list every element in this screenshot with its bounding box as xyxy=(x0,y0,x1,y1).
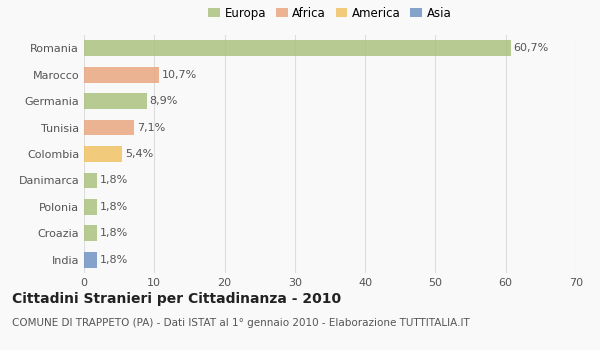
Bar xyxy=(84,40,511,56)
Bar xyxy=(84,199,97,215)
Bar xyxy=(84,252,97,268)
Text: 1,8%: 1,8% xyxy=(100,228,128,238)
Text: Cittadini Stranieri per Cittadinanza - 2010: Cittadini Stranieri per Cittadinanza - 2… xyxy=(12,292,341,306)
Bar xyxy=(84,67,159,83)
Bar xyxy=(84,225,97,241)
Bar xyxy=(84,173,97,188)
Text: 1,8%: 1,8% xyxy=(100,175,128,186)
Text: 1,8%: 1,8% xyxy=(100,255,128,265)
Text: 10,7%: 10,7% xyxy=(162,70,197,80)
Text: 1,8%: 1,8% xyxy=(100,202,128,212)
Legend: Europa, Africa, America, Asia: Europa, Africa, America, Asia xyxy=(203,2,457,24)
Bar xyxy=(84,120,134,135)
Text: 5,4%: 5,4% xyxy=(125,149,153,159)
Text: 7,1%: 7,1% xyxy=(137,122,165,133)
Bar xyxy=(84,146,122,162)
Text: 60,7%: 60,7% xyxy=(514,43,548,53)
Text: COMUNE DI TRAPPETO (PA) - Dati ISTAT al 1° gennaio 2010 - Elaborazione TUTTITALI: COMUNE DI TRAPPETO (PA) - Dati ISTAT al … xyxy=(12,318,470,329)
Bar xyxy=(84,93,146,109)
Text: 8,9%: 8,9% xyxy=(149,96,178,106)
